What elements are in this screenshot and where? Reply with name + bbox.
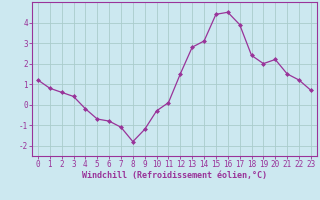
X-axis label: Windchill (Refroidissement éolien,°C): Windchill (Refroidissement éolien,°C)	[82, 171, 267, 180]
